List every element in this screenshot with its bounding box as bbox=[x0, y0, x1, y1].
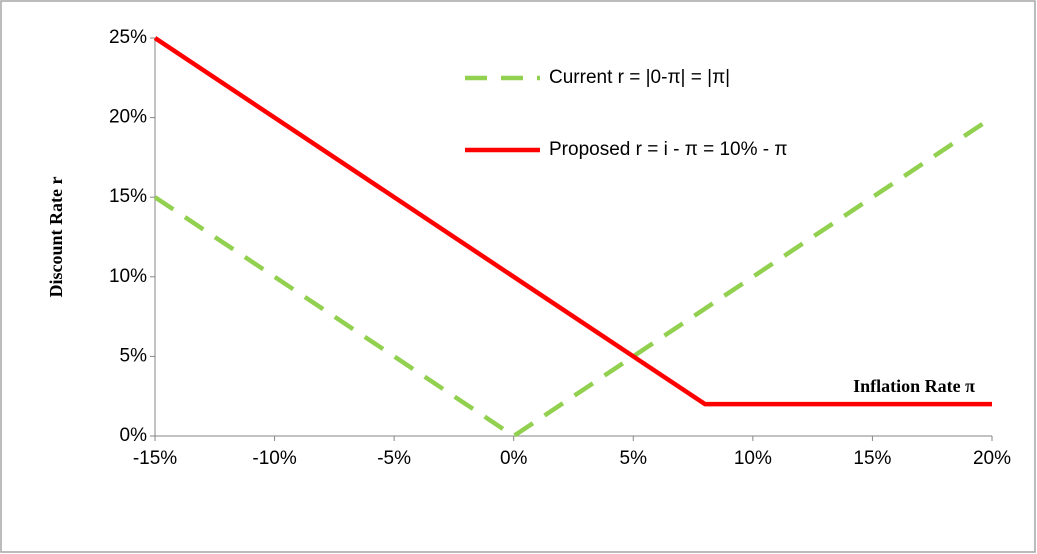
x-tick-label: 10% bbox=[734, 448, 772, 469]
y-tick-label: 20% bbox=[109, 107, 147, 128]
y-axis-label: Discount Rate r bbox=[46, 177, 66, 298]
series-line bbox=[153, 115, 994, 439]
x-tick-label: 0% bbox=[500, 448, 528, 469]
x-tick-label: 15% bbox=[853, 448, 891, 469]
y-tick-label: 25% bbox=[109, 27, 147, 48]
y-tick-label: 15% bbox=[109, 186, 147, 207]
y-tick-label: 10% bbox=[109, 266, 147, 287]
x-tick-label: -5% bbox=[377, 448, 411, 469]
legend-label: Current r = |0-π| = |π| bbox=[549, 67, 730, 88]
x-tick-label: 5% bbox=[620, 448, 648, 469]
legend-label: Proposed r = i - π = 10% - π bbox=[549, 139, 787, 160]
x-tick-label: -10% bbox=[252, 448, 296, 469]
y-tick-label: 0% bbox=[120, 425, 148, 446]
series-line bbox=[153, 36, 992, 407]
x-tick-label: 20% bbox=[973, 448, 1011, 469]
x-axis-label: Inflation Rate π bbox=[853, 376, 975, 396]
x-tick-label: -15% bbox=[133, 448, 177, 469]
y-tick-label: 5% bbox=[120, 345, 148, 366]
